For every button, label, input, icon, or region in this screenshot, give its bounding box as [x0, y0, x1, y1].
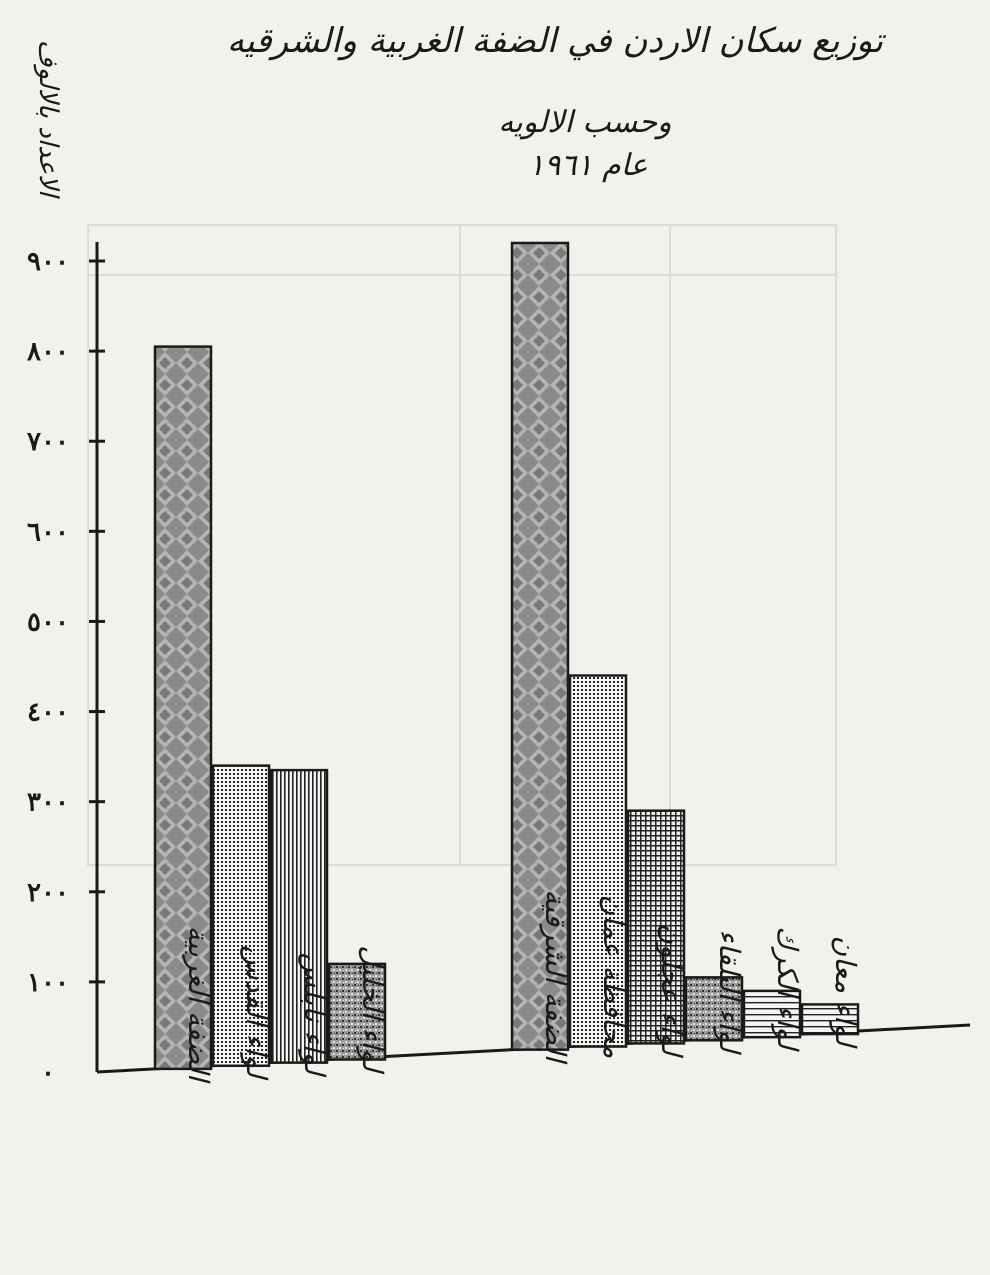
bar [568, 674, 628, 1048]
chart-titles: توزيع سكان الاردن في الضفة الغربية والشر… [227, 21, 887, 183]
bar [510, 241, 570, 1051]
y-tick-label: ٥٠٠ [27, 607, 69, 637]
y-tick-label: ٦٠٠ [27, 517, 69, 547]
y-tick-label: ٣٠٠ [27, 788, 69, 818]
bar [153, 345, 213, 1071]
bar [211, 764, 271, 1068]
x-tick-labels: الضفة الغربية لواء القدس لواء نابلس لواء ال… [182, 889, 862, 1084]
y-ticks: ٠ ١٠٠ ٢٠٠ ٣٠٠ ٤٠٠ ٥٠٠ ٦٠٠ ٧٠٠ ٨٠٠ ٩٠٠ [26, 247, 105, 1088]
x-tick-label: الضفة الغربية [182, 926, 215, 1084]
y-tick-label: ٨٠٠ [26, 337, 69, 367]
chart-subtitle-line-1: وحسب الالويه [498, 105, 671, 140]
x-tick-label: لواء نابلس [298, 953, 331, 1078]
x-tick-label: لواء عجلون [655, 923, 688, 1058]
bar [684, 976, 744, 1042]
x-tick-label: لواء البلقاء [713, 930, 746, 1056]
chart-title: توزيع سكان الاردن في الضفة الغربية والشر… [227, 21, 887, 61]
x-tick-label: محافظة عمان [597, 895, 630, 1059]
y-tick-label: ١٠٠ [27, 968, 69, 998]
bars [153, 241, 860, 1071]
bar [327, 962, 387, 1061]
x-tick-label: لواء الخليل [356, 945, 389, 1075]
y-tick-label: ٢٠٠ [27, 878, 69, 908]
bar [800, 1003, 860, 1036]
bar [742, 989, 802, 1039]
y-tick-label: ٤٠٠ [27, 698, 69, 728]
bar [626, 809, 686, 1045]
x-tick-label: الضفة الشرقية [539, 889, 572, 1064]
bar [269, 768, 329, 1064]
y-tick-label: ٩٠٠ [27, 247, 69, 277]
bleed-through-text [87, 224, 837, 866]
x-tick-label: لواء معان [829, 936, 862, 1050]
y-axis-label: الاعداد بالالوف [33, 40, 63, 199]
y-tick-label: ٠ [41, 1058, 55, 1088]
y-tick-label: ٧٠٠ [26, 427, 69, 457]
x-tick-label: لواء القدس [240, 946, 273, 1082]
x-tick-label: لواء الكرك [771, 926, 804, 1053]
chart-subtitle-line-2: عام ١٩٦١ [528, 148, 648, 183]
